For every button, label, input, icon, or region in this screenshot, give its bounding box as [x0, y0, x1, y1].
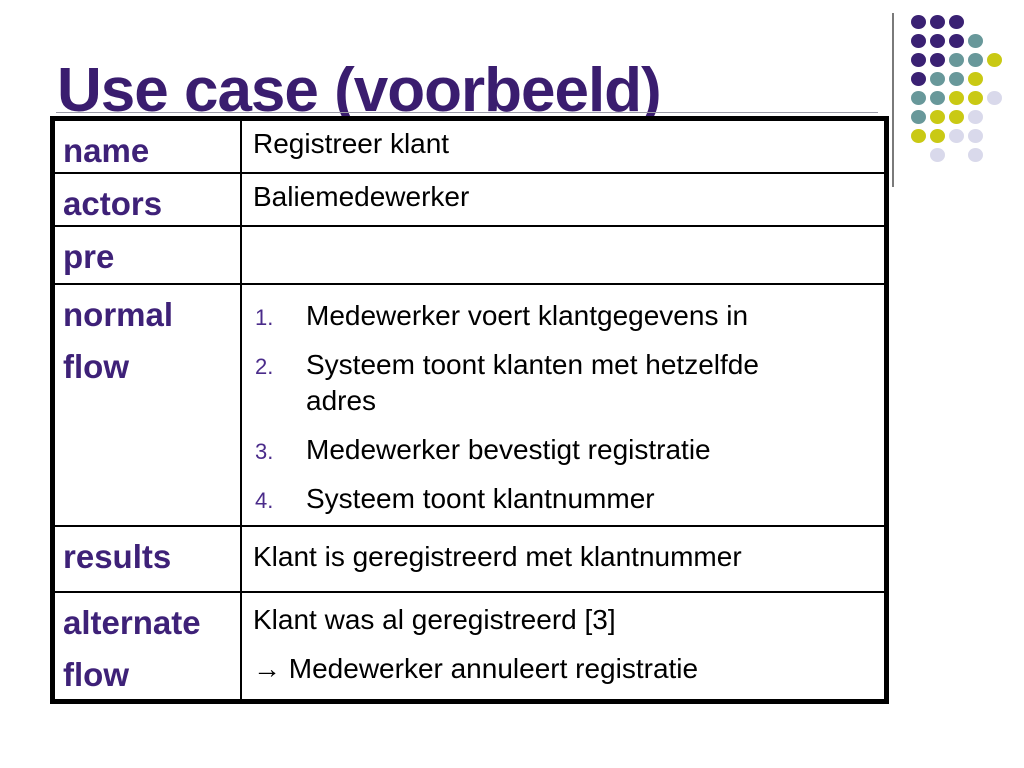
- yellow-dot: [949, 91, 964, 105]
- purple-dot: [911, 53, 926, 67]
- teal-dot: [949, 72, 964, 86]
- teal-dot: [968, 53, 983, 67]
- alternate-flow-line: → Medewerker annuleert registratie: [253, 653, 699, 685]
- step-text: Medewerker voert klantgegevens in: [306, 300, 749, 331]
- step-item: 4. Systeem toont klantnummer: [253, 481, 873, 517]
- teal-dot: [911, 110, 926, 124]
- step-text: Medewerker bevestigt registratie: [306, 434, 711, 466]
- row-label-actors: actors: [55, 174, 242, 225]
- yellow-dot: [968, 72, 983, 86]
- row-value-results: Klant is geregistreerd met klantnummer: [253, 541, 742, 572]
- yellow-dot: [987, 53, 1002, 67]
- slide-title: Use case (voorbeeld): [57, 55, 662, 125]
- alternate-flow-lines: Klant was al geregistreerd [3] → Medewer…: [242, 593, 884, 699]
- step-number: 3.: [255, 439, 274, 465]
- purple-dot: [930, 53, 945, 67]
- alternate-flow-line: Klant was al geregistreerd [3]: [253, 604, 616, 635]
- yellow-dot: [968, 91, 983, 105]
- purple-dot: [949, 34, 964, 48]
- lavender-dot: [968, 110, 983, 124]
- decor-vertical-rule: [892, 13, 894, 187]
- purple-dot: [930, 34, 945, 48]
- teal-dot: [911, 91, 926, 105]
- table-row-alternate-flow: alternate flow Klant was al geregistreer…: [55, 591, 884, 699]
- row-label-name: name: [55, 121, 242, 172]
- teal-dot: [930, 72, 945, 86]
- purple-dot: [911, 34, 926, 48]
- table-row-pre: pre: [55, 225, 884, 283]
- normal-flow-steps: 1. Medewerker voert klantgegevens in 2. …: [242, 285, 884, 525]
- row-label-pre: pre: [55, 227, 242, 283]
- row-value-actors: Baliemedewerker: [253, 181, 470, 212]
- yellow-dot: [930, 110, 945, 124]
- teal-dot: [930, 91, 945, 105]
- step-item: 2. Systeem toont klanten met hetzelfde a…: [253, 347, 873, 419]
- table-row-name: name Registreer klant: [55, 121, 884, 172]
- use-case-table: name Registreer klant actors Baliemedewe…: [50, 116, 889, 704]
- yellow-dot: [911, 129, 926, 143]
- row-value-pre: [242, 227, 884, 283]
- row-label-normal-flow: normal flow: [55, 285, 242, 525]
- yellow-dot: [949, 110, 964, 124]
- purple-dot: [949, 15, 964, 29]
- row-label-alternate-flow: alternate flow: [55, 593, 242, 699]
- yellow-dot: [930, 129, 945, 143]
- teal-dot: [949, 53, 964, 67]
- step-number: 2.: [255, 354, 274, 380]
- table-row-normal-flow: normal flow 1. Medewerker voert klantgeg…: [55, 283, 884, 525]
- purple-dot: [911, 15, 926, 29]
- step-item: 1. Medewerker voert klantgegevens in: [253, 298, 873, 334]
- lavender-dot: [968, 129, 983, 143]
- step-number: 4.: [255, 488, 274, 514]
- row-value-name: Registreer klant: [253, 128, 450, 159]
- lavender-dot: [987, 91, 1002, 105]
- table-row-results: results Klant is geregistreerd met klant…: [55, 525, 884, 591]
- row-label-results: results: [55, 527, 242, 591]
- teal-dot: [968, 34, 983, 48]
- lavender-dot: [949, 129, 964, 143]
- table-row-actors: actors Baliemedewerker: [55, 172, 884, 225]
- step-item: 3. Medewerker bevestigt registratie: [253, 432, 873, 468]
- lavender-dot: [968, 148, 983, 162]
- step-text: Systeem toont klantnummer: [306, 483, 655, 515]
- decor-hairline: [56, 112, 878, 113]
- step-text: Systeem toont klanten met hetzelfde adre…: [306, 349, 759, 417]
- step-number: 1.: [255, 305, 274, 330]
- purple-dot: [911, 72, 926, 86]
- purple-dot: [930, 15, 945, 29]
- lavender-dot: [930, 148, 945, 162]
